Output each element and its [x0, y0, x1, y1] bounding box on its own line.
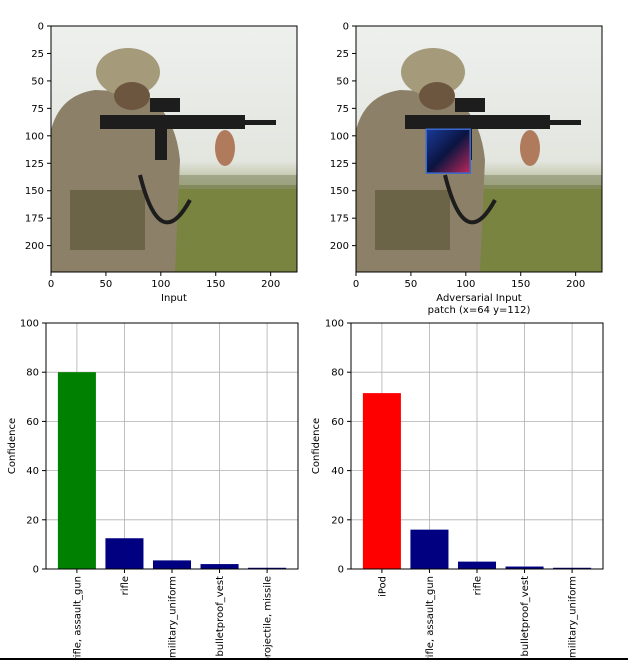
x-tick-label: 100: [151, 279, 170, 290]
y-tick-label: 60: [331, 417, 344, 428]
y-tick-label: 80: [331, 368, 344, 379]
y-tick-label: 200: [25, 241, 44, 252]
x-tick-label: 50: [100, 279, 113, 290]
bar-chart-input: Confidence 0 20 40 60 80 100 rifle, assault_gu…: [7, 319, 299, 660]
y-tick-label: 40: [26, 466, 39, 477]
bar-ylabel-input: Confidence: [7, 418, 18, 474]
y-tick-label: 75: [31, 104, 44, 115]
y-tick-label: 40: [331, 466, 344, 477]
x-tick-label: rifle, assault_gun: [72, 576, 83, 660]
soldier-photo-patched-icon: [356, 26, 602, 272]
bar-ylabel-adversarial: Confidence: [311, 418, 322, 474]
x-tick-label: 0: [353, 279, 359, 290]
x-tick-label: 200: [261, 279, 280, 290]
y-tick-label: 100: [20, 319, 39, 330]
bar: [105, 538, 144, 569]
x-tick-label: iPod: [377, 576, 388, 597]
bar: [457, 561, 497, 569]
x-tick-label: 100: [456, 279, 475, 290]
y-tick-label: 0: [33, 565, 39, 576]
x-tick-label: military_uniform: [568, 576, 579, 658]
y-tick-label: 150: [25, 186, 44, 197]
y-tick-label: 100: [325, 319, 344, 330]
y-tick-label: 60: [26, 417, 39, 428]
bar: [200, 564, 239, 569]
y-tick-label: 200: [330, 241, 349, 252]
bar: [362, 393, 401, 569]
bar: [505, 566, 544, 569]
bar-chart-adversarial: Confidence 0 20 40 60 80 100 iPod rifle, assaul…: [311, 319, 604, 660]
soldier-photo-icon: [51, 26, 297, 272]
x-tick-label: 150: [511, 279, 530, 290]
adversarial-patch: [425, 128, 471, 174]
y-tick-label: 0: [338, 565, 344, 576]
y-tick-label: 175: [25, 214, 44, 225]
y-tick-label: 150: [330, 186, 349, 197]
image-xlabel-input: Input: [161, 293, 187, 304]
bar: [410, 529, 449, 569]
x-tick-label: 50: [405, 279, 418, 290]
image-panel-input: 0 50 100 150 200 0 25 50 75 100 125 150 175 200 Input: [25, 22, 298, 304]
y-tick-label: 100: [330, 131, 349, 142]
image-xlabel-adversarial: Adversarial Input: [436, 293, 521, 304]
bar: [57, 372, 96, 569]
x-tick-label: 0: [48, 279, 54, 290]
bar: [553, 567, 592, 569]
x-tick-label: projectile, missile: [263, 576, 274, 660]
y-tick-label: 20: [331, 515, 344, 526]
y-tick-label: 100: [25, 131, 44, 142]
image-xlabel-adversarial-line2: patch (x=64 y=112): [428, 305, 531, 316]
x-tick-label: bulletproof_vest: [215, 576, 226, 657]
bottom-rule: [0, 658, 628, 660]
y-tick-label: 125: [25, 159, 44, 170]
x-tick-label: bulletproof_vest: [520, 576, 531, 657]
bar: [152, 560, 192, 569]
y-tick-label: 175: [330, 214, 349, 225]
y-tick-label: 50: [31, 76, 44, 87]
x-tick-label: 150: [206, 279, 225, 290]
y-tick-label: 0: [38, 22, 44, 33]
y-tick-label: 20: [26, 515, 39, 526]
y-tick-label: 80: [26, 368, 39, 379]
image-axes-adversarial: 0 50 100 150 200 0 25 50 75 100 125 150 175 200: [330, 22, 585, 291]
y-tick-label: 25: [31, 49, 44, 60]
y-tick-label: 125: [330, 159, 349, 170]
image-panel-adversarial: 0 50 100 150 200 0 25 50 75 100 125 150 175 200 Adver…: [330, 22, 603, 316]
x-tick-label: rifle: [473, 576, 484, 595]
x-tick-label: rifle: [120, 576, 131, 595]
x-tick-label: 200: [566, 279, 585, 290]
x-tick-label: military_uniform: [168, 576, 179, 658]
y-tick-label: 50: [336, 76, 349, 87]
y-tick-label: 75: [336, 104, 349, 115]
bar: [248, 567, 287, 569]
image-axes-input: 0 50 100 150 200 0 25 50 75 100 125 150 175 200: [25, 22, 280, 291]
y-tick-label: 0: [343, 22, 349, 33]
x-tick-label: rifle, assault_gun: [425, 576, 436, 660]
y-tick-label: 25: [336, 49, 349, 60]
